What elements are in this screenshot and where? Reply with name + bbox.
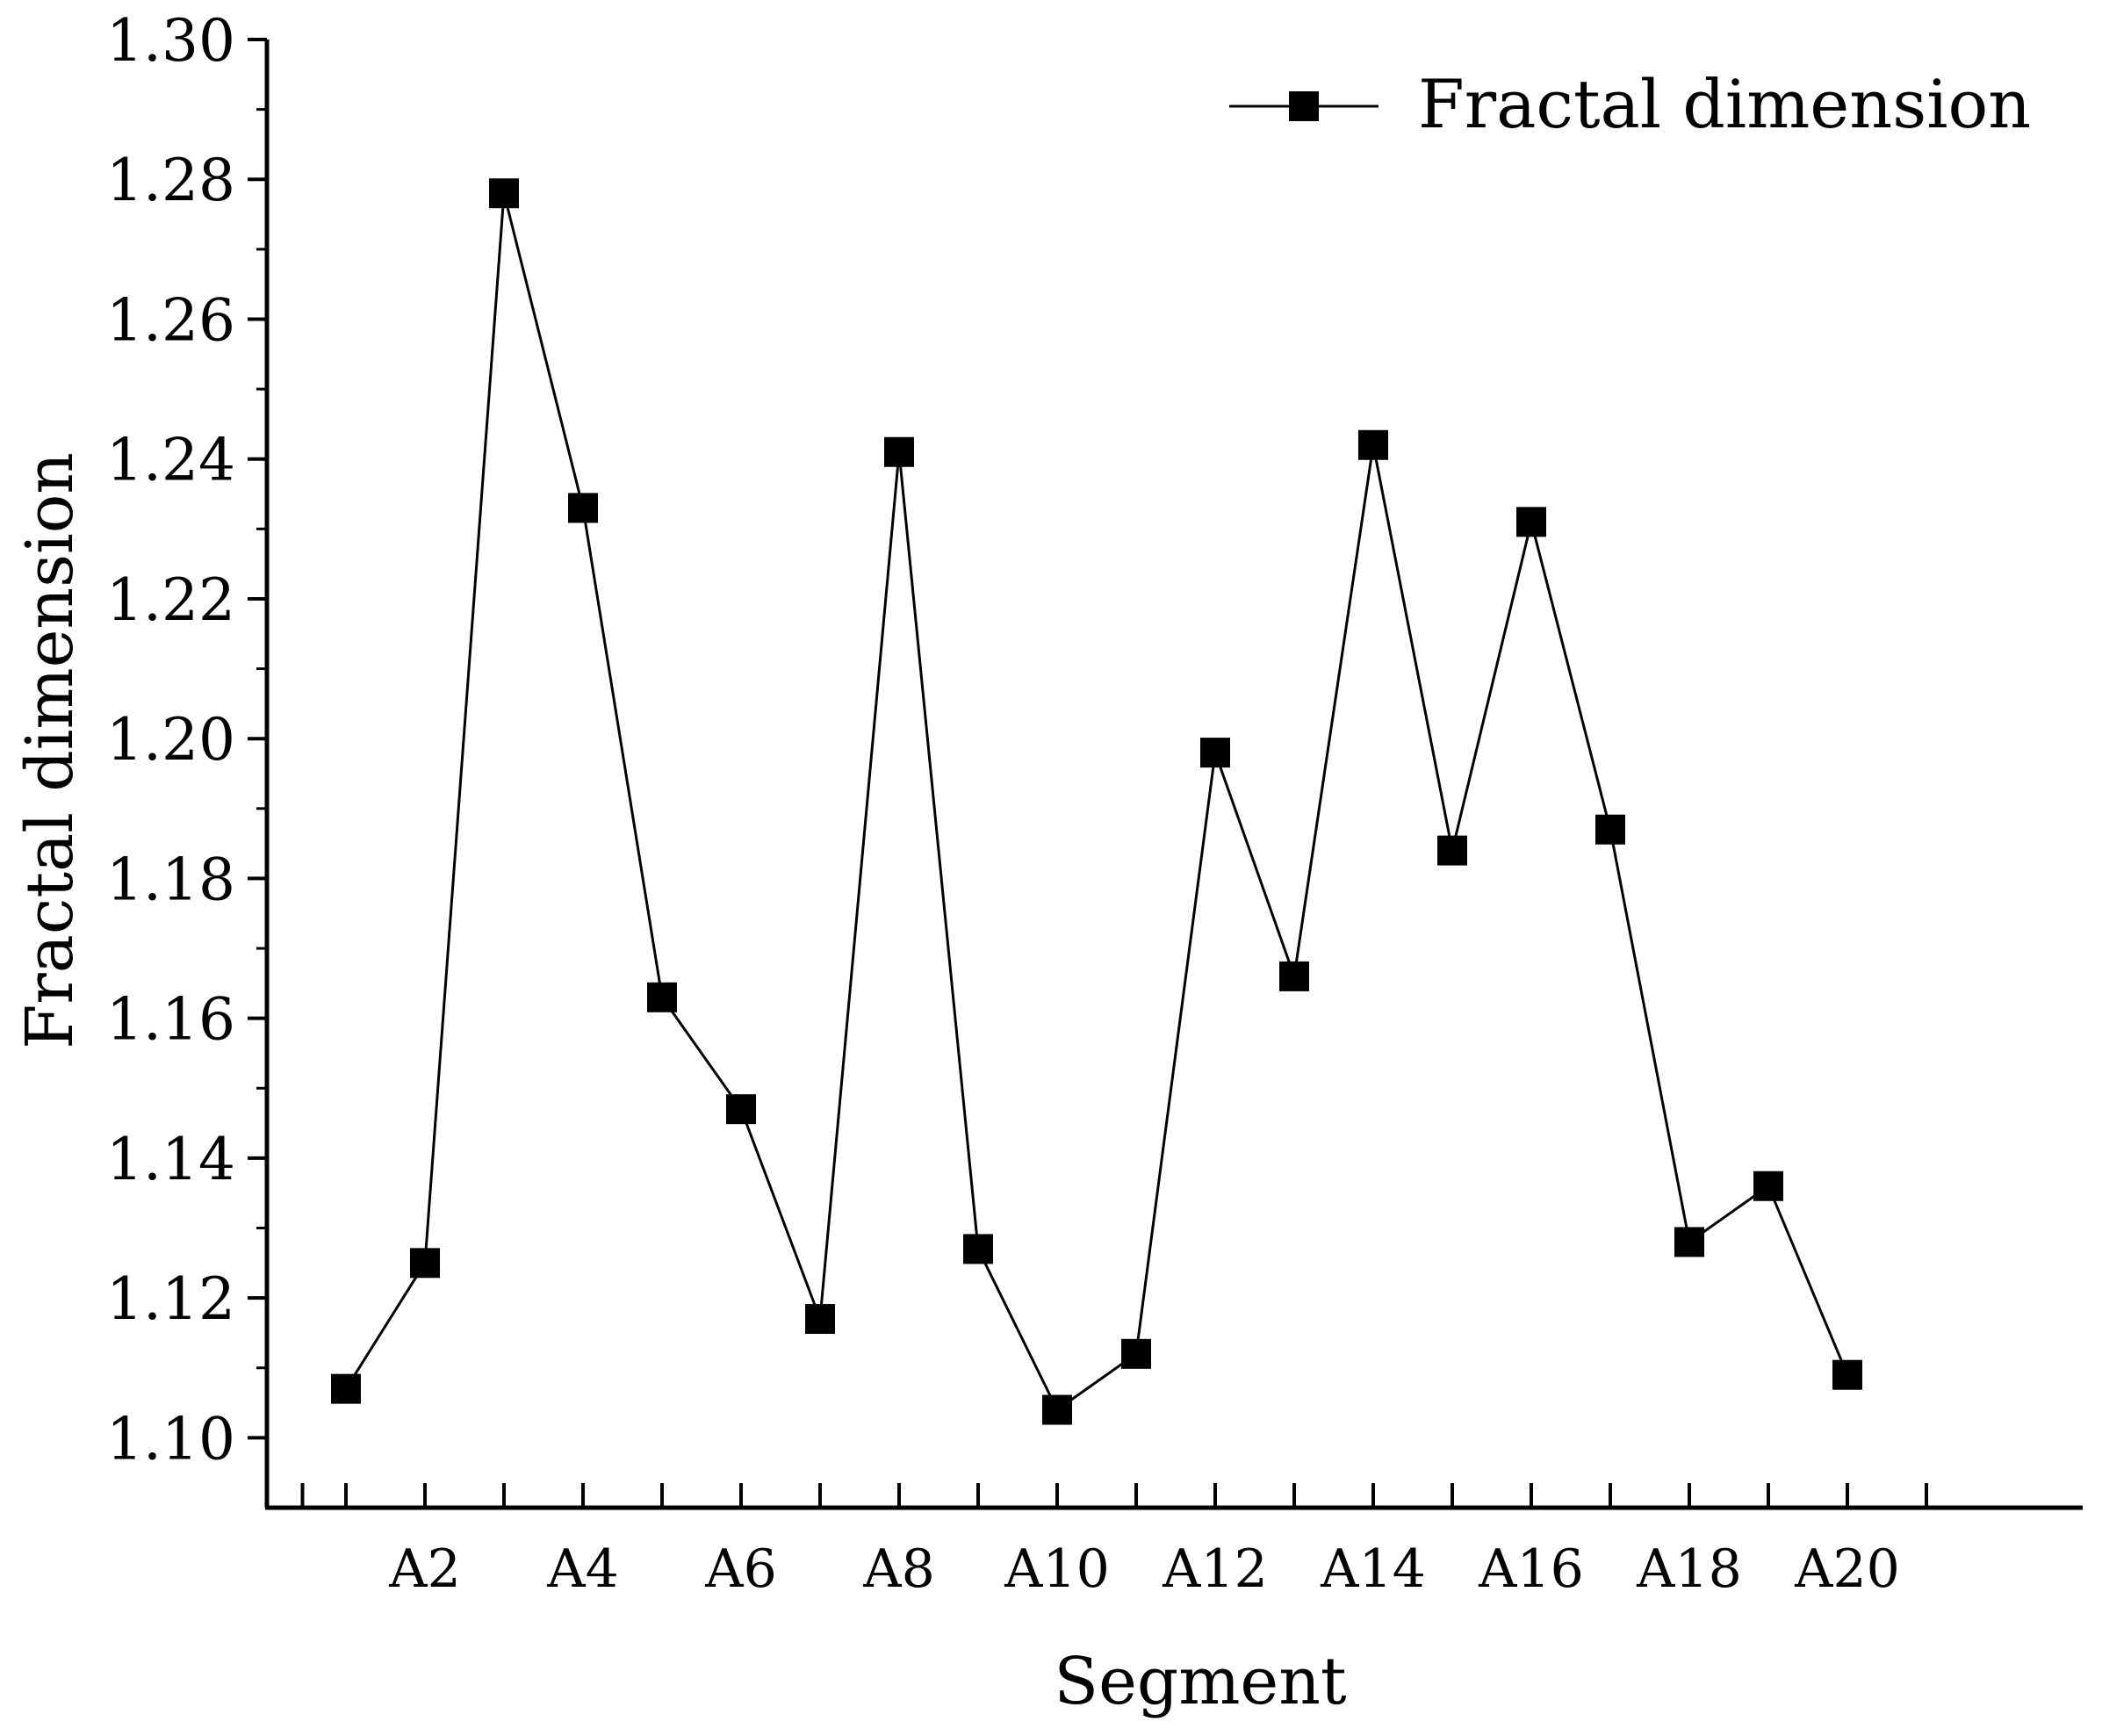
y-tick-label: 1.20	[106, 706, 235, 774]
x-tick-label: A14	[1320, 1538, 1426, 1600]
x-tick-label: A12	[1162, 1538, 1268, 1600]
data-point-A2	[410, 1248, 440, 1279]
x-tick-label: A20	[1794, 1538, 1900, 1600]
x-tick-label: A10	[1004, 1538, 1110, 1600]
data-point-A9	[963, 1234, 993, 1264]
y-tick-label: 1.26	[106, 286, 235, 354]
series-markers	[331, 178, 1862, 1425]
data-point-A5	[647, 982, 677, 1012]
legend-label: Fractal dimension	[1418, 65, 2031, 143]
data-point-A8	[884, 436, 914, 467]
y-tick-label: 1.22	[106, 566, 235, 634]
x-tick-label: A6	[704, 1538, 777, 1600]
axes	[264, 40, 2083, 1510]
y-tick-label: 1.28	[106, 147, 235, 214]
data-point-A6	[726, 1094, 756, 1125]
y-axis-ticks: 1.10 1.12 1.14 1.16 1.18 1.20 1.22 1.24 1.26 1.28…	[106, 7, 267, 1473]
data-point-A3	[489, 178, 519, 209]
data-point-A17	[1595, 814, 1625, 845]
data-point-A16	[1516, 507, 1546, 537]
data-point-A4	[568, 493, 598, 523]
x-tick-label: A8	[862, 1538, 935, 1600]
y-tick-label: 1.14	[106, 1126, 235, 1193]
data-point-A14	[1358, 429, 1388, 460]
y-tick-label: 1.18	[106, 846, 235, 913]
data-point-A19	[1753, 1171, 1783, 1201]
legend-marker	[1289, 91, 1319, 121]
y-tick-label: 1.16	[106, 986, 235, 1054]
data-point-A11	[1121, 1338, 1151, 1369]
x-axis-label: Segment	[1054, 1644, 1346, 1719]
y-tick-label: 1.30	[106, 7, 235, 75]
x-tick-label: A18	[1636, 1538, 1742, 1600]
series-line	[344, 192, 1849, 1412]
data-point-A10	[1042, 1394, 1072, 1425]
data-point-A15	[1437, 835, 1467, 866]
data-point-A7	[805, 1304, 835, 1335]
x-tick-label: A16	[1478, 1538, 1584, 1600]
data-point-A13	[1279, 961, 1309, 991]
y-axis-label: Fractal dimension	[12, 452, 88, 1049]
data-point-A18	[1674, 1227, 1704, 1257]
series-line-group	[344, 192, 1849, 1412]
x-tick-label: A2	[388, 1538, 461, 1600]
x-tick-label: A4	[546, 1538, 619, 1600]
x-axis-ticks: A2 A4 A6 A8 A10 A12 A14 A16 A18 A20	[300, 1483, 1928, 1600]
legend: Fractal dimension	[1229, 65, 2031, 143]
data-point-A1	[331, 1373, 361, 1404]
data-point-A12	[1200, 738, 1230, 768]
data-point-A20	[1832, 1359, 1862, 1390]
y-tick-label: 1.10	[106, 1405, 235, 1473]
y-tick-label: 1.12	[106, 1265, 235, 1333]
y-tick-label: 1.24	[106, 427, 235, 494]
